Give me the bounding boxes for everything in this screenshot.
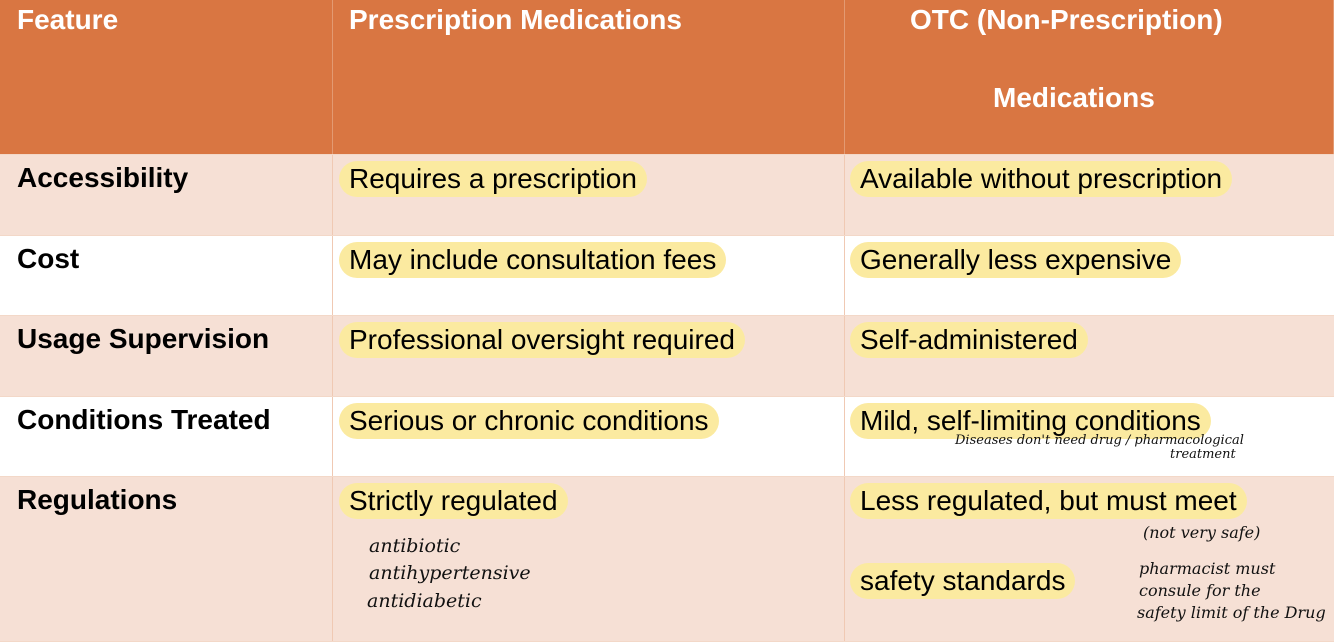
- handwritten-example-1: antibiotic: [369, 535, 461, 557]
- prescription-cell: Strictly regulated antibiotic antihypert…: [333, 477, 845, 641]
- prescription-cell: May include consultation fees: [333, 236, 845, 315]
- table-row: Regulations Strictly regulated antibioti…: [0, 477, 1334, 642]
- prescription-cell: Professional oversight required: [333, 316, 845, 396]
- header-cell-prescription: Prescription Medications: [333, 0, 845, 154]
- prescription-value: Requires a prescription: [339, 161, 647, 197]
- table-row: Conditions Treated Serious or chronic co…: [0, 397, 1334, 477]
- feature-cell: Usage Supervision: [0, 316, 333, 396]
- feature-label: Accessibility: [17, 162, 189, 193]
- feature-label: Regulations: [17, 484, 178, 515]
- header-otc-line1: OTC (Non-Prescription): [910, 4, 1223, 35]
- feature-cell: Regulations: [0, 477, 333, 641]
- table-row: Usage Supervision Professional oversight…: [0, 316, 1334, 397]
- otc-value-line1: Less regulated, but must meet: [850, 483, 1247, 519]
- handwritten-note-pharmacist-2: consule for the: [1139, 581, 1261, 600]
- handwritten-note-pharmacist-3: safety limit of the Drug: [1137, 603, 1326, 622]
- table-row: Accessibility Requires a prescription Av…: [0, 155, 1334, 236]
- handwritten-example-2: antihypertensive: [369, 562, 531, 584]
- feature-cell: Conditions Treated: [0, 397, 333, 476]
- otc-value: Generally less expensive: [850, 242, 1182, 278]
- header-prescription: Prescription Medications: [349, 4, 682, 35]
- feature-label: Cost: [17, 243, 80, 274]
- feature-label: Usage Supervision: [17, 323, 270, 354]
- feature-cell: Accessibility: [0, 155, 333, 235]
- otc-value: Self-administered: [850, 322, 1088, 358]
- otc-value-line2: safety standards: [850, 563, 1076, 599]
- prescription-value: Professional oversight required: [339, 322, 745, 358]
- feature-cell: Cost: [0, 236, 333, 315]
- table-row: Cost May include consultation fees Gener…: [0, 236, 1334, 316]
- otc-value: Mild, self-limiting conditions: [850, 403, 1211, 439]
- handwritten-note-conditions-2: treatment: [1170, 447, 1236, 462]
- header-row: Feature Prescription Medications OTC (No…: [0, 0, 1334, 155]
- handwritten-example-3: antidiabetic: [367, 590, 482, 612]
- header-otc-line2: Medications: [993, 82, 1155, 113]
- otc-cell: Less regulated, but must meet safety sta…: [845, 477, 1334, 641]
- handwritten-note-safety: (not very safe): [1143, 523, 1261, 542]
- otc-value: Available without prescription: [850, 161, 1233, 197]
- otc-cell: Available without prescription: [845, 155, 1334, 235]
- header-feature: Feature: [17, 4, 119, 35]
- prescription-value: Strictly regulated: [339, 483, 568, 519]
- header-cell-otc: OTC (Non-Prescription) Medications: [845, 0, 1334, 154]
- otc-cell: Generally less expensive: [845, 236, 1334, 315]
- otc-cell: Self-administered: [845, 316, 1334, 396]
- otc-cell: Mild, self-limiting conditions Diseases …: [845, 397, 1334, 476]
- prescription-cell: Requires a prescription: [333, 155, 845, 235]
- handwritten-note-pharmacist-1: pharmacist must: [1139, 559, 1276, 578]
- handwritten-note-conditions: Diseases don't need drug / pharmacologic…: [955, 433, 1244, 448]
- feature-label: Conditions Treated: [17, 404, 271, 435]
- prescription-value: Serious or chronic conditions: [339, 403, 719, 439]
- prescription-cell: Serious or chronic conditions: [333, 397, 845, 476]
- prescription-value: May include consultation fees: [339, 242, 727, 278]
- header-cell-feature: Feature: [0, 0, 333, 154]
